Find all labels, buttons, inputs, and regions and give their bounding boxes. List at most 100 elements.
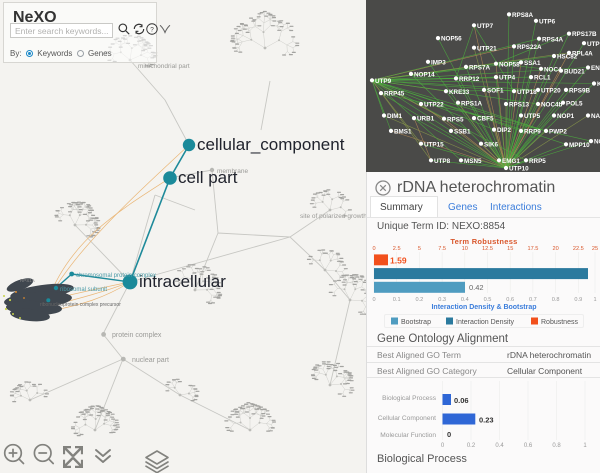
svg-text:0: 0 bbox=[372, 246, 375, 252]
svg-text:RPS7A: RPS7A bbox=[469, 65, 490, 72]
svg-text:UTP4: UTP4 bbox=[499, 75, 516, 82]
svg-text:UTP22: UTP22 bbox=[424, 102, 444, 109]
svg-text:RRP5: RRP5 bbox=[529, 158, 546, 165]
svg-text:RRP12: RRP12 bbox=[459, 76, 480, 83]
svg-text:0: 0 bbox=[372, 297, 375, 303]
svg-text:0.2: 0.2 bbox=[416, 297, 424, 303]
svg-text:UTP8: UTP8 bbox=[434, 158, 451, 165]
svg-text:?: ? bbox=[150, 27, 154, 34]
svg-text:NOP58: NOP58 bbox=[499, 61, 520, 68]
svg-text:0.1: 0.1 bbox=[393, 297, 401, 303]
svg-text:Robustness: Robustness bbox=[541, 319, 578, 326]
svg-text:BUD21: BUD21 bbox=[564, 68, 585, 75]
svg-text:KRE33: KRE33 bbox=[449, 89, 470, 96]
svg-text:0.42: 0.42 bbox=[469, 283, 484, 292]
svg-text:SIK6: SIK6 bbox=[484, 141, 498, 148]
svg-text:10: 10 bbox=[462, 246, 468, 252]
svg-text:12.5: 12.5 bbox=[482, 246, 493, 252]
svg-text:RPS22A: RPS22A bbox=[517, 44, 542, 51]
svg-text:RPL4A: RPL4A bbox=[572, 50, 593, 57]
svg-text:NOC4b: NOC4b bbox=[541, 102, 562, 109]
svg-text:25: 25 bbox=[592, 246, 598, 252]
svg-text:0: 0 bbox=[441, 443, 445, 449]
svg-text:RRP9: RRP9 bbox=[524, 129, 541, 136]
svg-text:1: 1 bbox=[593, 297, 596, 303]
svg-text:RRP45: RRP45 bbox=[384, 91, 405, 98]
svg-text:NOP1: NOP1 bbox=[557, 113, 575, 120]
svg-text:chromosomal protein complex: chromosomal protein complex bbox=[76, 273, 156, 279]
svg-text:UTP20: UTP20 bbox=[541, 88, 561, 95]
svg-text:NOP6: NOP6 bbox=[594, 139, 600, 146]
svg-text:0.6: 0.6 bbox=[524, 443, 533, 449]
svg-text:17.5: 17.5 bbox=[527, 246, 538, 252]
svg-text:RPS13: RPS13 bbox=[509, 102, 529, 109]
svg-text:ribosomal subunit: ribosomal subunit bbox=[60, 287, 107, 293]
svg-text:15: 15 bbox=[507, 246, 513, 252]
svg-text:7.5: 7.5 bbox=[438, 246, 446, 252]
svg-text:0.8: 0.8 bbox=[552, 297, 560, 303]
svg-text:RPS9B: RPS9B bbox=[569, 88, 590, 95]
svg-text:5: 5 bbox=[418, 246, 421, 252]
svg-text:UTP6: UTP6 bbox=[539, 18, 556, 25]
svg-text:IMP3: IMP3 bbox=[431, 59, 446, 66]
svg-text:0.7: 0.7 bbox=[529, 297, 537, 303]
svg-text:MPP10: MPP10 bbox=[569, 142, 590, 149]
svg-text:UTP9: UTP9 bbox=[375, 78, 392, 85]
svg-text:POL5: POL5 bbox=[566, 100, 583, 107]
svg-text:UTP18: UTP18 bbox=[517, 89, 537, 96]
svg-text:RPS17B: RPS17B bbox=[572, 31, 597, 38]
svg-text:RCL1: RCL1 bbox=[534, 75, 551, 82]
svg-text:SOF1: SOF1 bbox=[487, 88, 504, 95]
svg-text:0.2: 0.2 bbox=[467, 443, 476, 449]
svg-text:20: 20 bbox=[552, 246, 558, 252]
svg-text:RPS4A: RPS4A bbox=[542, 36, 563, 43]
svg-text:nuclear part: nuclear part bbox=[132, 357, 169, 364]
svg-text:PWP2: PWP2 bbox=[549, 129, 567, 136]
svg-text:mitochondrial part: mitochondrial part bbox=[138, 63, 190, 70]
svg-text:0.5: 0.5 bbox=[484, 297, 492, 303]
svg-text:CBF5: CBF5 bbox=[477, 116, 494, 123]
svg-text:SSB1: SSB1 bbox=[454, 129, 471, 136]
svg-text:NOC4: NOC4 bbox=[544, 66, 562, 73]
svg-text:RPS8A: RPS8A bbox=[512, 12, 533, 19]
svg-text:UTP21: UTP21 bbox=[477, 45, 497, 52]
svg-text:1.59: 1.59 bbox=[390, 256, 407, 266]
svg-text:0: 0 bbox=[447, 430, 451, 439]
svg-text:DIM1: DIM1 bbox=[387, 113, 403, 120]
svg-text:22.5: 22.5 bbox=[573, 246, 584, 252]
svg-text:0.8: 0.8 bbox=[552, 443, 561, 449]
svg-text:UTP5: UTP5 bbox=[524, 113, 541, 120]
svg-text:Interaction Density: Interaction Density bbox=[456, 319, 514, 326]
svg-text:Molecular Function: Molecular Function bbox=[380, 432, 436, 439]
svg-text:RPS1A: RPS1A bbox=[20, 278, 35, 283]
svg-text:ENP1: ENP1 bbox=[591, 65, 600, 72]
svg-text:URB1: URB1 bbox=[417, 116, 435, 123]
svg-text:DIP2: DIP2 bbox=[497, 127, 511, 134]
svg-text:membrane: membrane bbox=[217, 168, 248, 175]
svg-text:RPS1A: RPS1A bbox=[461, 100, 482, 107]
svg-text:NOP14: NOP14 bbox=[414, 72, 435, 79]
svg-text:1: 1 bbox=[583, 443, 587, 449]
svg-text:0.4: 0.4 bbox=[495, 443, 504, 449]
svg-text:UTP13: UTP13 bbox=[587, 41, 600, 48]
svg-text:SSA1: SSA1 bbox=[524, 60, 541, 67]
svg-text:cellular_component: cellular_component bbox=[197, 135, 345, 154]
svg-text:NOP56: NOP56 bbox=[441, 36, 462, 43]
svg-text:0.6: 0.6 bbox=[506, 297, 514, 303]
svg-text:BMS1: BMS1 bbox=[394, 129, 412, 136]
svg-text:NAN1: NAN1 bbox=[591, 113, 600, 120]
svg-text:EMG1: EMG1 bbox=[502, 158, 520, 165]
svg-text:Cellular Component: Cellular Component bbox=[378, 415, 436, 422]
svg-text:0.4: 0.4 bbox=[461, 297, 469, 303]
svg-text:0.9: 0.9 bbox=[574, 297, 582, 303]
svg-text:RPS5: RPS5 bbox=[447, 116, 464, 123]
svg-text:protein complex: protein complex bbox=[112, 332, 162, 339]
svg-text:MSN5: MSN5 bbox=[464, 158, 482, 165]
svg-text:0.06: 0.06 bbox=[454, 396, 469, 405]
svg-text:UTP7: UTP7 bbox=[477, 23, 494, 30]
svg-text:0.23: 0.23 bbox=[479, 416, 494, 425]
svg-text:site of polarized growth: site of polarized growth bbox=[300, 213, 367, 220]
svg-text:ribonucleoprotein complex prec: ribonucleoprotein complex precursor bbox=[40, 302, 121, 308]
svg-text:Biological Process: Biological Process bbox=[382, 395, 437, 402]
svg-text:2.5: 2.5 bbox=[393, 246, 401, 252]
